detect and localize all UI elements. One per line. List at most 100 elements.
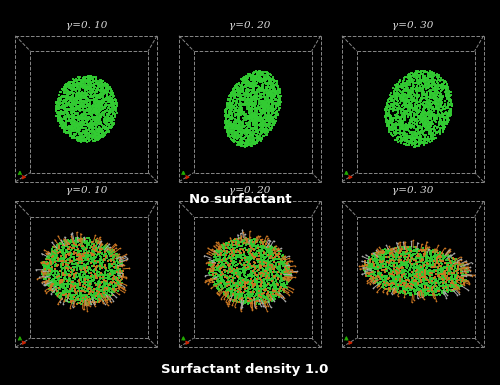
Point xyxy=(231,275,239,281)
Point xyxy=(434,288,442,295)
Point xyxy=(242,115,250,121)
Point xyxy=(426,131,434,137)
Point xyxy=(443,94,451,100)
Point xyxy=(250,288,258,295)
Point xyxy=(84,102,92,109)
Point xyxy=(392,129,400,135)
Point xyxy=(268,122,276,129)
Point xyxy=(82,93,90,99)
Point xyxy=(242,240,250,246)
Point xyxy=(378,249,386,255)
Point xyxy=(396,122,404,128)
Point xyxy=(94,283,102,290)
Point xyxy=(114,254,122,260)
Point xyxy=(422,104,430,110)
Point xyxy=(427,279,435,285)
Point xyxy=(60,114,68,120)
Point xyxy=(225,101,233,107)
Point xyxy=(416,115,424,121)
Point xyxy=(228,302,236,308)
Point xyxy=(429,249,437,256)
Point xyxy=(256,112,264,119)
Point xyxy=(254,274,262,280)
Point xyxy=(408,238,416,244)
Point xyxy=(392,82,400,88)
Point xyxy=(227,269,235,275)
Point xyxy=(401,103,409,109)
Point xyxy=(417,79,425,85)
Point xyxy=(380,283,388,290)
Point xyxy=(410,105,418,112)
Point xyxy=(432,282,440,288)
Point xyxy=(280,256,288,262)
Point xyxy=(66,272,74,278)
Point xyxy=(390,254,398,260)
Point xyxy=(242,97,250,104)
Point xyxy=(268,125,276,131)
Point xyxy=(426,73,434,79)
Point xyxy=(242,139,250,146)
Point xyxy=(252,301,260,308)
Point xyxy=(372,264,380,270)
Point xyxy=(443,112,451,118)
Point xyxy=(369,274,377,280)
Point xyxy=(48,261,56,267)
Point xyxy=(398,130,406,136)
Point xyxy=(80,91,88,97)
Point xyxy=(283,281,291,287)
Point xyxy=(73,295,81,301)
Point xyxy=(60,128,68,134)
Point xyxy=(256,96,264,102)
Point xyxy=(232,139,240,145)
Point xyxy=(444,105,452,111)
Point xyxy=(278,276,286,282)
Point xyxy=(76,271,84,277)
Point xyxy=(89,114,97,120)
Point xyxy=(110,261,118,268)
Point xyxy=(228,133,236,139)
Point xyxy=(448,274,456,280)
Point xyxy=(116,273,124,280)
Point xyxy=(233,266,241,273)
Point xyxy=(402,271,410,277)
Point xyxy=(238,83,246,89)
Point xyxy=(269,280,277,286)
Point xyxy=(394,127,402,133)
Point xyxy=(282,278,290,284)
Point xyxy=(76,275,84,281)
Point xyxy=(234,82,241,88)
Point xyxy=(64,256,72,262)
Point xyxy=(239,109,247,115)
Point xyxy=(71,123,79,129)
Point xyxy=(95,278,103,284)
Point xyxy=(62,131,70,137)
Point xyxy=(246,289,254,295)
Point xyxy=(240,136,248,142)
Point xyxy=(86,134,94,141)
Point xyxy=(224,123,232,129)
Point xyxy=(394,252,402,258)
Point xyxy=(92,254,100,260)
Point xyxy=(402,97,409,103)
Point xyxy=(268,96,276,102)
Point xyxy=(222,241,230,247)
Point xyxy=(80,238,88,244)
Point xyxy=(256,259,264,265)
Point xyxy=(270,275,278,281)
Point xyxy=(68,271,76,277)
Point xyxy=(88,127,96,133)
Point xyxy=(388,266,396,273)
Point xyxy=(77,77,85,84)
Point xyxy=(432,262,440,268)
Point xyxy=(394,81,402,87)
Point xyxy=(419,86,427,92)
Point xyxy=(389,103,397,109)
Point xyxy=(382,280,390,286)
Point xyxy=(64,107,72,114)
Point xyxy=(220,248,228,254)
Point xyxy=(96,271,104,278)
Point xyxy=(379,263,387,269)
Point xyxy=(389,116,397,122)
Point xyxy=(412,98,420,104)
Point xyxy=(104,102,112,108)
